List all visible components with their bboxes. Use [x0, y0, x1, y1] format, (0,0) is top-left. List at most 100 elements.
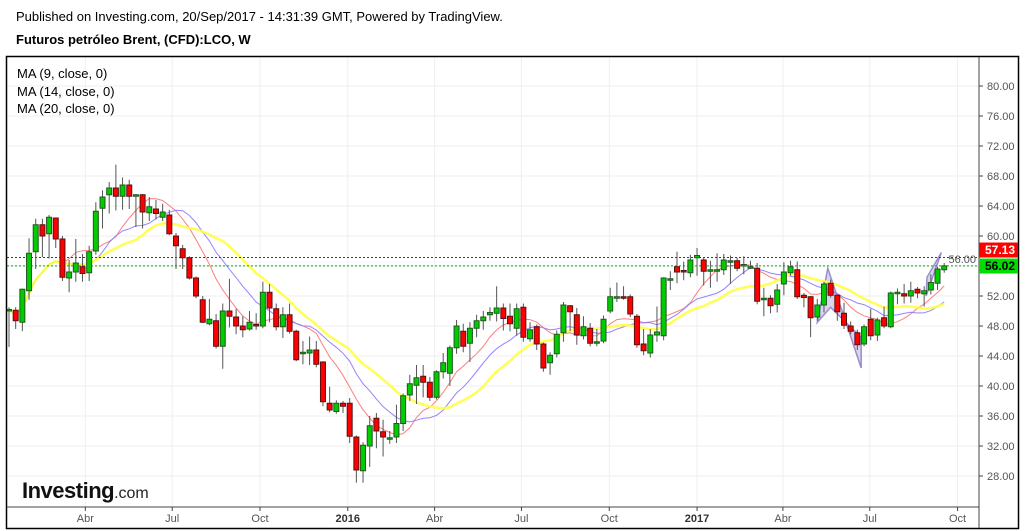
candle-body-down [59, 238, 66, 278]
candle-body-up [694, 255, 701, 259]
candle [567, 305, 574, 332]
candle-body-down [233, 316, 240, 327]
candle-body-down [854, 332, 861, 346]
candle [340, 401, 346, 413]
candle-body-up [360, 444, 367, 472]
investing-logo: Investing.com [22, 478, 149, 504]
candle [547, 352, 554, 375]
candle-body-up [687, 259, 694, 274]
candle [774, 284, 781, 313]
candle-body-down [460, 330, 467, 347]
candle [46, 215, 53, 259]
candle [466, 322, 473, 362]
y-tick-label: 64.00 [987, 201, 1015, 213]
candle [299, 341, 306, 365]
candle [687, 254, 694, 278]
candle-body-down [640, 343, 647, 352]
candle-body-down [179, 248, 186, 259]
price-label-bg [979, 242, 1018, 258]
candle [640, 329, 647, 356]
legend-ma14[interactable]: MA (14, close, 0) [17, 83, 115, 99]
candle-body-up [707, 269, 714, 272]
candle [607, 287, 614, 314]
candle [453, 320, 460, 354]
candle-body-up [787, 266, 794, 274]
y-tick-label: 76.00 [987, 111, 1015, 123]
candle [934, 266, 941, 290]
candle [166, 209, 173, 236]
candle-body-up [894, 291, 901, 295]
candle [159, 203, 166, 221]
price-label: 57.13 [985, 243, 1015, 257]
candle-body-up [72, 262, 79, 273]
x-tick-label: Jul [514, 513, 528, 525]
candle [179, 245, 186, 269]
candle-body-up [660, 277, 667, 337]
candle-body-up [466, 327, 473, 344]
candle-body-down [567, 305, 574, 313]
candle-body-down [620, 296, 627, 299]
candle [293, 329, 300, 362]
candle-body-down [867, 318, 874, 337]
x-tick-label: Abr [774, 513, 791, 525]
candle-body-up [86, 251, 93, 274]
candle-body-up [547, 354, 554, 364]
candle-body-up [714, 269, 721, 272]
candle [306, 336, 313, 365]
candle-body-down [313, 349, 320, 365]
candle [700, 257, 707, 286]
candle [881, 306, 888, 329]
candle [674, 251, 680, 284]
published-info: Published on Investing.com, 20/Sep/2017 … [16, 9, 503, 24]
candle [647, 329, 654, 358]
candle [259, 281, 266, 329]
candle-body-up [132, 194, 139, 197]
candle [667, 271, 674, 290]
candle-body-up [446, 347, 453, 374]
candle-body-up [66, 271, 73, 279]
legend-ma20[interactable]: MA (20, close, 0) [17, 101, 115, 116]
y-tick-label: 60.00 [987, 231, 1015, 243]
y-tick-label: 52.00 [987, 291, 1015, 303]
y-tick-label: 36.00 [987, 411, 1015, 423]
candle-body-down [319, 361, 326, 403]
x-tick-label: Jul [165, 513, 179, 525]
candle [119, 177, 126, 210]
candle-body-down [700, 259, 707, 272]
candle [146, 197, 153, 221]
axes: 28.00 32.00 36.00 40.00 44.00 48.00 52.00 56.00… [5, 55, 1020, 530]
legend-ma9[interactable]: MA (9, close, 0) [17, 66, 108, 81]
candle-body-down [540, 343, 547, 369]
candle-body-down [186, 257, 193, 279]
y-tick-label: 48.00 [987, 321, 1015, 333]
candle [12, 307, 19, 329]
candle-body-up [480, 316, 487, 322]
candle-body-up [774, 289, 781, 305]
candle [814, 299, 821, 321]
candle [800, 293, 807, 308]
candle-body-up [333, 402, 340, 412]
y-tick-label: 32.00 [987, 441, 1015, 453]
candle [239, 316, 246, 338]
candle-body-up [513, 308, 520, 329]
candle-body-down [79, 266, 86, 274]
candle [600, 315, 607, 344]
candle [680, 261, 687, 281]
candle-body-down [754, 267, 761, 302]
candle-body-up [146, 206, 153, 214]
candle [573, 308, 580, 345]
candle [132, 194, 139, 227]
candle-body-down [914, 288, 921, 294]
candle [413, 365, 420, 404]
candle [433, 370, 440, 400]
candle [901, 284, 908, 304]
candle [473, 314, 480, 338]
candle [199, 296, 206, 323]
candle [513, 303, 520, 336]
candle-body-up [473, 320, 480, 329]
candle [914, 287, 921, 299]
candle [366, 416, 373, 467]
candle-body-up [941, 265, 948, 271]
price-label-bg [979, 258, 1018, 274]
